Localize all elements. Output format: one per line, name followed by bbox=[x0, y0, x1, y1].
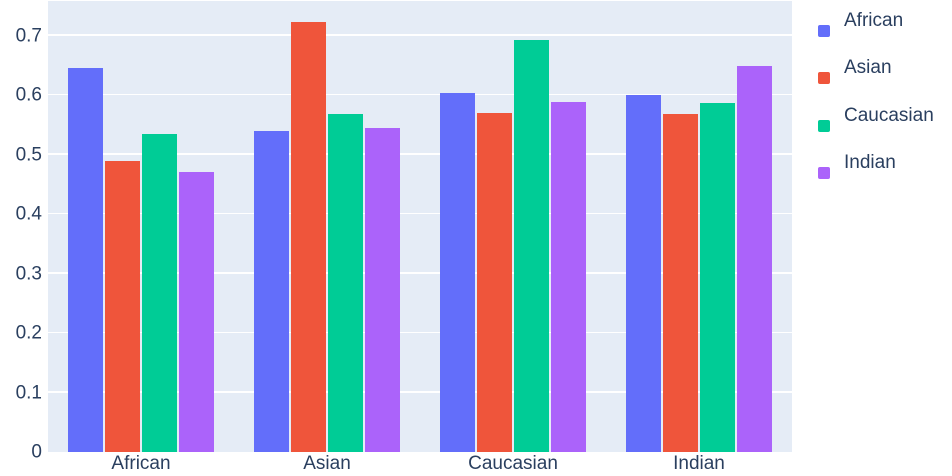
bar-african-in-caucasian[interactable] bbox=[440, 92, 475, 452]
bar-indian-in-african[interactable] bbox=[179, 172, 214, 452]
y-tick-label-0.7: 0.7 bbox=[15, 25, 42, 47]
legend-label-african: African bbox=[844, 10, 904, 31]
bar-caucasian-in-caucasian[interactable] bbox=[514, 39, 549, 452]
bar-african-in-asian[interactable] bbox=[254, 131, 289, 452]
legend-label-caucasian: Caucasian bbox=[844, 104, 934, 126]
bar-asian-in-african[interactable] bbox=[105, 161, 140, 452]
plot-area bbox=[48, 1, 792, 452]
legend-item-indian[interactable]: Indian bbox=[818, 150, 948, 190]
y-tick-label-0: 0 bbox=[31, 441, 42, 463]
x-tick-label-african: African bbox=[111, 453, 171, 474]
x-axis-tick-labels: African Asian Caucasian Indian bbox=[48, 453, 792, 475]
bar-indian-in-caucasian[interactable] bbox=[551, 101, 586, 452]
x-tick-label-indian: Indian bbox=[673, 453, 725, 474]
x-tick-label-caucasian: Caucasian bbox=[468, 453, 558, 474]
y-tick-label-0.3: 0.3 bbox=[15, 263, 42, 285]
y-tick-label-0.6: 0.6 bbox=[15, 84, 42, 106]
gridline-0.3 bbox=[48, 272, 792, 274]
y-tick-label-0.1: 0.1 bbox=[15, 382, 42, 404]
y-tick-label-0.4: 0.4 bbox=[15, 203, 42, 225]
gridline-0.2 bbox=[48, 331, 792, 334]
legend-swatch-asian bbox=[818, 72, 830, 85]
legend-label-asian: Asian bbox=[844, 57, 892, 79]
bar-asian-in-indian[interactable] bbox=[663, 114, 698, 452]
y-axis-tick-labels: 0 0.1 0.2 0.3 0.4 0.5 0.6 0.7 bbox=[0, 1, 44, 461]
y-tick-label-0.5: 0.5 bbox=[15, 144, 42, 166]
gridline-0.4 bbox=[48, 212, 792, 215]
bar-indian-in-asian[interactable] bbox=[365, 127, 400, 452]
bar-caucasian-in-african[interactable] bbox=[142, 133, 177, 452]
legend-swatch-indian bbox=[818, 167, 830, 180]
gridline-0.5 bbox=[48, 153, 792, 155]
bar-group-african bbox=[48, 1, 234, 452]
legend-swatch-african bbox=[818, 25, 830, 37]
gridline-0.6 bbox=[48, 93, 792, 96]
bar-asian-in-asian[interactable] bbox=[291, 22, 326, 452]
bar-african-in-african[interactable] bbox=[68, 67, 103, 452]
bar-indian-in-indian[interactable] bbox=[737, 66, 772, 452]
x-tick-label-asian: Asian bbox=[303, 453, 351, 474]
legend-label-indian: Indian bbox=[844, 152, 896, 174]
gridlines bbox=[48, 1, 792, 452]
bar-caucasian-in-indian[interactable] bbox=[700, 102, 735, 452]
bar-group-asian bbox=[234, 1, 420, 452]
bar-group-caucasian bbox=[420, 1, 606, 452]
legend-item-african[interactable]: African bbox=[818, 8, 948, 48]
legend: African Asian Caucasian Indian bbox=[818, 8, 948, 208]
bar-group-indian bbox=[606, 1, 792, 452]
bar-african-in-indian[interactable] bbox=[626, 95, 661, 452]
bars-container bbox=[48, 1, 792, 452]
bar-caucasian-in-asian[interactable] bbox=[328, 114, 363, 452]
y-tick-label-0.2: 0.2 bbox=[15, 322, 42, 344]
bar-asian-in-caucasian[interactable] bbox=[477, 112, 512, 452]
gridline-0.1 bbox=[48, 391, 792, 393]
gridline-0.7 bbox=[48, 34, 792, 36]
legend-item-asian[interactable]: Asian bbox=[818, 55, 948, 95]
legend-item-caucasian[interactable]: Caucasian bbox=[818, 103, 948, 143]
legend-swatch-caucasian bbox=[818, 119, 830, 132]
